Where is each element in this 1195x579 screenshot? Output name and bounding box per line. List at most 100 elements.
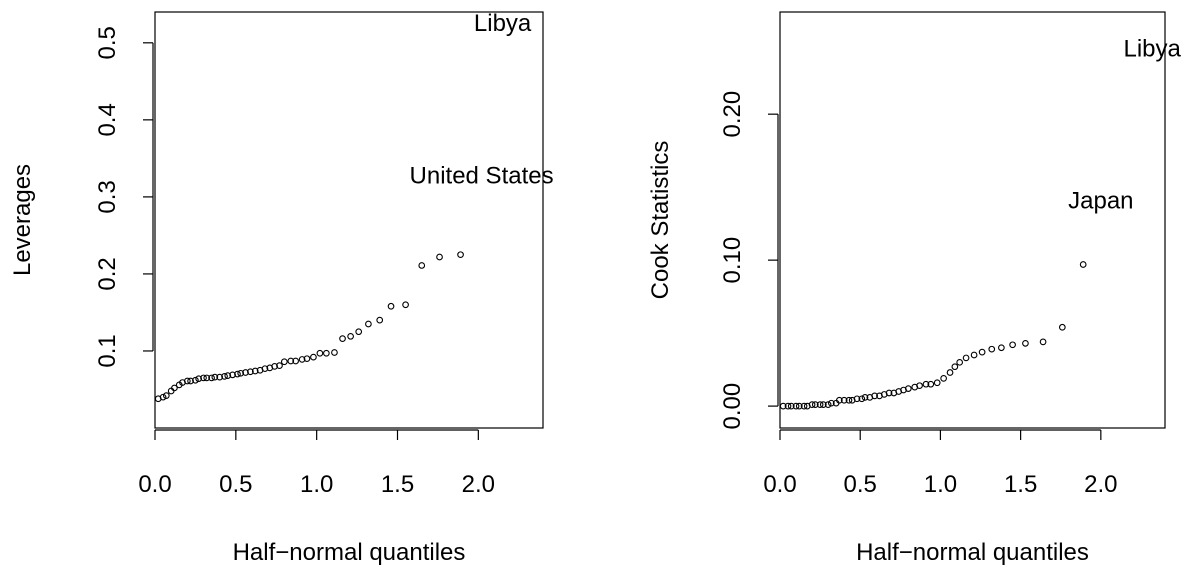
x-tick-label: 0.5 (219, 471, 252, 498)
data-point (187, 377, 194, 385)
data-point (784, 402, 792, 410)
data-point (387, 302, 395, 310)
y-axis-label: Leverages (9, 164, 36, 276)
data-point (208, 374, 215, 382)
data-point (779, 402, 787, 410)
data-point (816, 401, 824, 408)
data-point (970, 351, 978, 359)
data-point (292, 357, 300, 365)
data-point (195, 375, 202, 383)
data-point (792, 402, 800, 410)
x-tick-label: 0.5 (844, 471, 877, 498)
data-point (347, 332, 354, 340)
data-point (457, 251, 464, 259)
data-point (811, 401, 819, 408)
data-point (904, 385, 912, 392)
data-point (956, 358, 964, 366)
data-point (998, 344, 1005, 352)
data-point (858, 395, 866, 403)
data-point (203, 374, 211, 382)
data-point (247, 368, 254, 376)
data-point (331, 349, 338, 356)
y-tick-label: 0.3 (94, 180, 121, 213)
data-point (808, 401, 816, 408)
plot-frame (779, 11, 1166, 429)
data-point (402, 301, 409, 309)
data-point (234, 370, 241, 378)
data-point (418, 262, 426, 269)
data-point (276, 362, 283, 369)
x-axis-label: Half−normal quantiles (233, 539, 466, 566)
y-tick-label: 0.00 (719, 383, 746, 430)
point-annotation: United States (410, 162, 554, 189)
leverages-panel: 0.0 0.5 1.0 1.5 2.0 0.1 0.2 0.3 0.4 0.5 Half−norma… (9, 10, 554, 566)
data-point (836, 396, 843, 404)
data-point (221, 373, 228, 380)
data-point (916, 382, 923, 390)
x-tick-label: 1.5 (381, 471, 414, 498)
data-point (171, 384, 178, 392)
data-point (287, 357, 295, 365)
data-point (303, 355, 311, 363)
data-point (946, 369, 954, 376)
data-point (861, 393, 869, 401)
data-point (824, 401, 832, 408)
data-point (1009, 341, 1016, 349)
data-point (280, 358, 288, 366)
y-tick-label: 0.10 (719, 237, 746, 284)
y-axis-label: Cook Statistics (647, 141, 674, 300)
x-tick-label: 2.0 (462, 471, 495, 498)
data-point (885, 389, 893, 397)
x-tick-label: 1.5 (1004, 471, 1037, 498)
data-point (1079, 261, 1087, 268)
data-point (376, 316, 384, 324)
data-point (1022, 339, 1029, 347)
y-tick-label: 0.5 (94, 26, 121, 59)
x-tick-label: 1.0 (924, 471, 957, 498)
data-point (192, 376, 199, 384)
data-point (242, 369, 249, 376)
data-point (323, 349, 330, 357)
data-point (940, 375, 947, 382)
x-axis-label: Half−normal quantiles (856, 539, 1089, 566)
data-point (922, 380, 930, 388)
data-point (159, 393, 167, 401)
data-point (787, 402, 795, 410)
y-tick-label: 0.1 (94, 334, 121, 367)
plot-frame (154, 11, 544, 429)
data-point (962, 354, 970, 362)
data-point (1039, 338, 1047, 346)
data-point (840, 396, 848, 404)
data-point (871, 392, 878, 400)
y-tick-label: 0.4 (94, 103, 121, 136)
data-point (298, 356, 306, 363)
data-point (316, 349, 324, 357)
data-point (162, 392, 170, 399)
data-point (271, 363, 278, 370)
data-point (933, 379, 941, 387)
data-point (200, 374, 207, 382)
data-point (436, 253, 443, 261)
data-point (845, 396, 853, 404)
x-tick-label: 1.0 (300, 471, 333, 498)
data-point (261, 365, 269, 373)
data-point (853, 395, 861, 403)
data-point (339, 335, 346, 342)
data-point (224, 372, 232, 379)
point-annotation: Libya (474, 10, 532, 37)
x-tick-label: 0.0 (763, 471, 796, 498)
data-point (827, 399, 835, 407)
data-point (310, 353, 317, 361)
y-tick-label: 0.20 (719, 91, 746, 138)
data-point (251, 367, 259, 375)
data-point (229, 371, 236, 379)
data-point (819, 401, 827, 408)
x-tick-label: 2.0 (1084, 471, 1117, 498)
data-point (951, 363, 959, 371)
data-point (237, 369, 245, 377)
data-point (927, 380, 935, 388)
point-annotation: Libya (1123, 35, 1181, 62)
data-point (1058, 323, 1066, 331)
data-point (216, 373, 224, 381)
